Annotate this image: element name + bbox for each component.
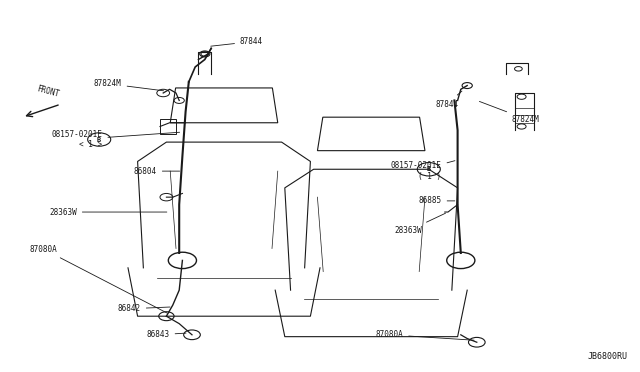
Text: 87844: 87844 xyxy=(435,91,462,109)
Text: 87824M: 87824M xyxy=(479,102,540,124)
Text: 08157-0201E
( 1 ): 08157-0201E ( 1 ) xyxy=(391,161,455,181)
Text: 86804: 86804 xyxy=(134,167,180,176)
Text: 87080A: 87080A xyxy=(30,245,167,313)
Text: 87824M: 87824M xyxy=(94,79,164,91)
Text: 86885: 86885 xyxy=(419,196,455,205)
Text: B: B xyxy=(97,137,101,142)
Text: 28363W: 28363W xyxy=(395,213,445,235)
Text: 87080A: 87080A xyxy=(376,330,474,340)
Text: 86843: 86843 xyxy=(147,330,186,339)
Text: 28363W: 28363W xyxy=(49,208,167,217)
Text: JB6800RU: JB6800RU xyxy=(588,352,627,361)
Text: 86842: 86842 xyxy=(118,304,170,313)
Text: FRONT: FRONT xyxy=(36,84,60,99)
Text: 87844: 87844 xyxy=(211,37,263,46)
Text: B: B xyxy=(427,166,431,172)
Text: 08157-0201E
< 1 >: 08157-0201E < 1 > xyxy=(52,130,180,149)
